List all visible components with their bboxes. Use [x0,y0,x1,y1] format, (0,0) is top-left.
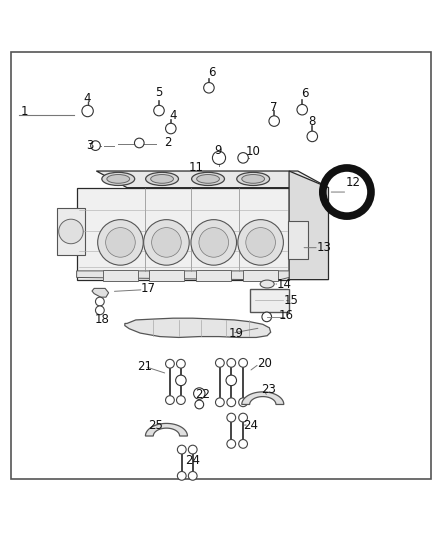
Circle shape [177,359,185,368]
Circle shape [177,472,186,480]
Text: 20: 20 [257,357,272,370]
Circle shape [134,138,144,148]
Ellipse shape [107,174,130,183]
FancyBboxPatch shape [250,289,289,312]
Text: 8: 8 [309,116,316,128]
Text: 4: 4 [170,109,177,122]
Text: 24: 24 [185,454,200,466]
Text: 7: 7 [270,101,278,114]
Circle shape [166,123,176,134]
FancyBboxPatch shape [11,52,431,479]
Circle shape [144,220,189,265]
Circle shape [152,228,181,257]
Circle shape [227,359,236,367]
Circle shape [166,395,174,405]
Text: 5: 5 [155,86,162,99]
Polygon shape [77,271,289,282]
Circle shape [195,400,204,409]
Circle shape [204,83,214,93]
Text: 14: 14 [276,278,291,290]
Polygon shape [145,423,187,436]
Circle shape [227,398,236,407]
FancyBboxPatch shape [57,208,85,255]
Circle shape [238,152,248,163]
Circle shape [212,151,226,165]
Text: 24: 24 [243,418,258,432]
Circle shape [215,398,224,407]
Text: 19: 19 [229,327,244,340]
Circle shape [307,131,318,142]
Ellipse shape [151,174,173,183]
Circle shape [246,228,276,257]
Text: 22: 22 [195,388,210,401]
Polygon shape [96,171,328,188]
Polygon shape [125,318,271,337]
Text: 16: 16 [279,309,294,322]
Text: 12: 12 [346,176,360,189]
Polygon shape [77,188,289,280]
Text: 4: 4 [84,92,92,105]
Circle shape [262,312,272,322]
FancyBboxPatch shape [243,270,278,280]
Text: 21: 21 [137,360,152,373]
Circle shape [98,220,143,265]
Circle shape [297,104,307,115]
Ellipse shape [197,174,219,183]
Circle shape [154,106,164,116]
Circle shape [269,116,279,126]
Circle shape [239,359,247,367]
Circle shape [177,395,185,405]
Text: 6: 6 [208,66,215,79]
Circle shape [95,297,104,306]
Ellipse shape [191,172,224,185]
Circle shape [188,445,197,454]
Ellipse shape [145,172,179,185]
Polygon shape [242,392,284,405]
Text: 13: 13 [317,241,332,254]
Text: 1: 1 [20,104,28,117]
Polygon shape [289,171,328,280]
Text: 25: 25 [148,418,163,432]
Text: 15: 15 [284,294,299,307]
Circle shape [91,141,100,150]
Ellipse shape [237,172,269,185]
Circle shape [199,228,229,257]
Circle shape [177,445,186,454]
FancyBboxPatch shape [196,270,231,280]
Ellipse shape [242,174,265,183]
Circle shape [239,413,247,422]
Circle shape [194,388,205,399]
Text: 9: 9 [214,144,222,157]
Circle shape [191,220,237,265]
Circle shape [215,359,224,367]
Circle shape [238,220,283,265]
Text: 11: 11 [188,161,203,174]
Circle shape [166,359,174,368]
Circle shape [227,413,236,422]
Text: 6: 6 [301,87,309,100]
Circle shape [226,375,237,386]
Circle shape [176,375,186,386]
Text: 2: 2 [164,136,172,149]
Ellipse shape [102,172,135,185]
Circle shape [239,398,247,407]
Text: 23: 23 [261,383,276,395]
Polygon shape [92,288,109,297]
Circle shape [82,106,93,117]
FancyBboxPatch shape [103,270,138,280]
FancyBboxPatch shape [149,270,184,280]
Circle shape [227,440,236,448]
Text: 3: 3 [86,139,93,152]
Circle shape [188,472,197,480]
Circle shape [59,219,83,244]
FancyBboxPatch shape [288,221,308,259]
Circle shape [95,306,104,314]
Text: 17: 17 [141,282,155,295]
Ellipse shape [260,280,274,288]
Circle shape [106,228,135,257]
Text: 18: 18 [94,312,109,326]
Text: 10: 10 [246,146,261,158]
Circle shape [239,440,247,448]
